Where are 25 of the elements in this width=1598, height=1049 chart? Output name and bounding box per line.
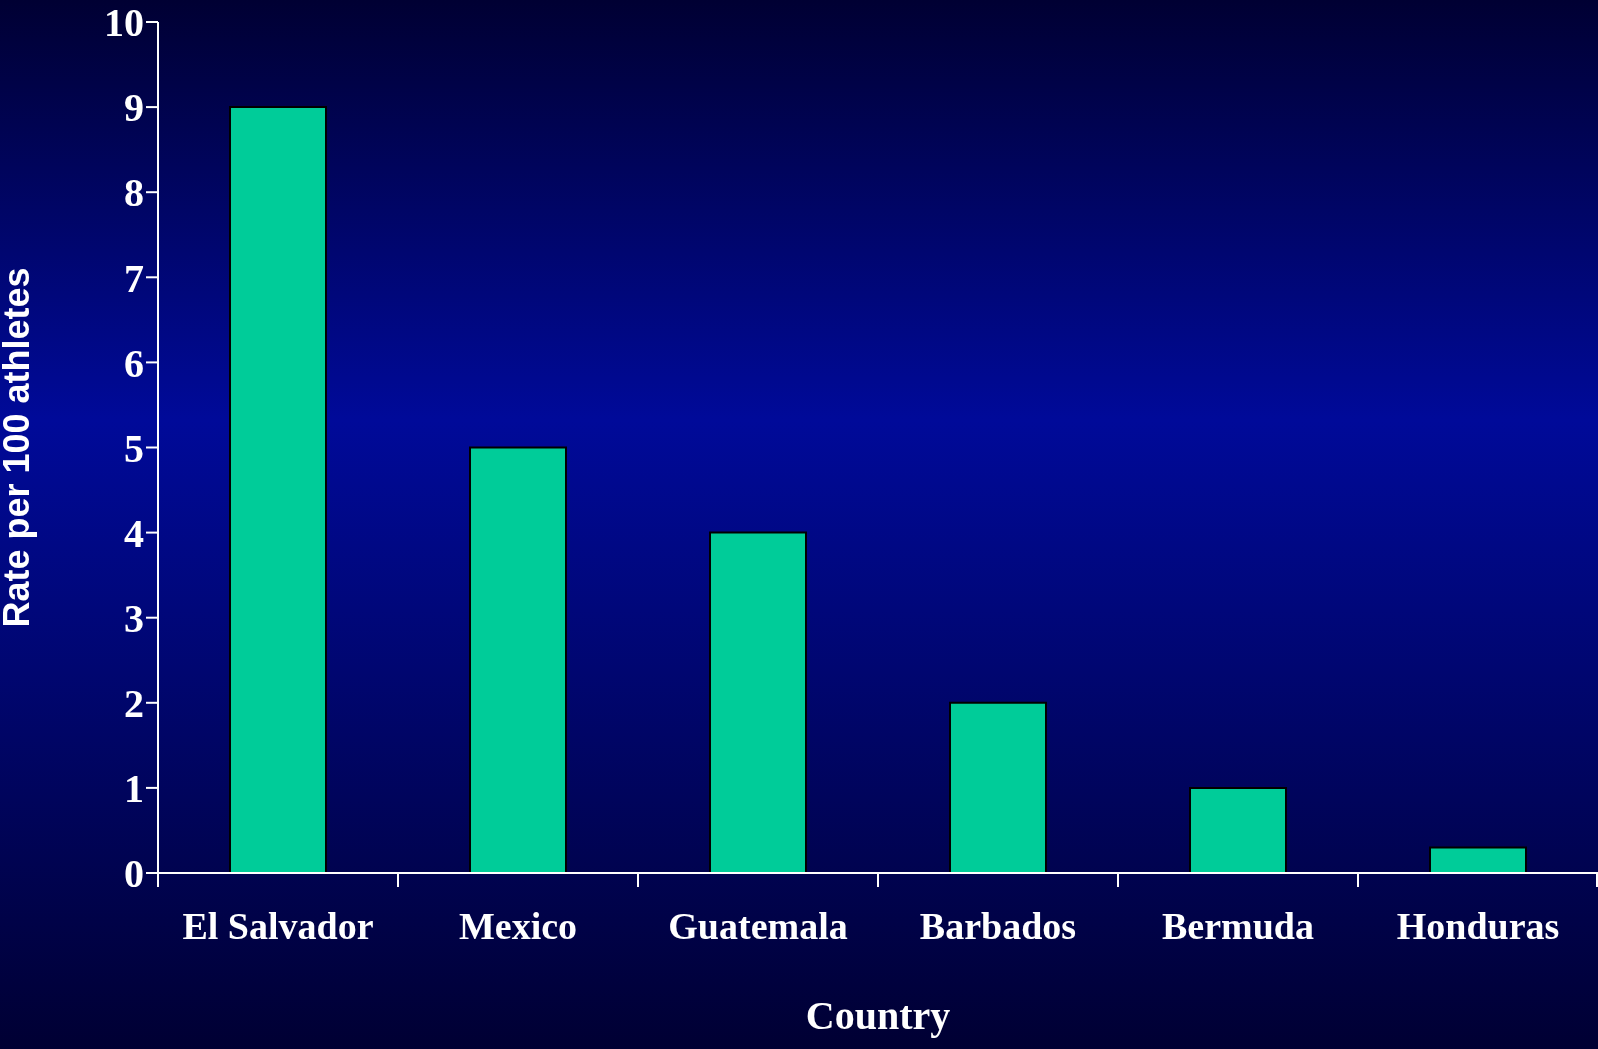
y-tick-label: 1 <box>124 766 144 812</box>
x-tick-label: Guatemala <box>668 905 848 947</box>
y-tick-label: 8 <box>124 170 144 216</box>
y-tick-label: 0 <box>124 851 144 897</box>
y-tick-label: 2 <box>124 681 144 726</box>
bar <box>229 106 327 873</box>
bar <box>949 701 1047 873</box>
bar <box>709 531 807 873</box>
bar <box>1429 846 1527 873</box>
y-tick-label: 9 <box>124 85 144 131</box>
x-tick-label: Bermuda <box>1162 905 1314 947</box>
x-axis-title: Country <box>805 993 951 1038</box>
x-tick-label: Barbados <box>919 905 1077 947</box>
y-tick-label: 10 <box>104 0 144 46</box>
x-tick-label: Honduras <box>1396 905 1560 947</box>
y-tick-label: 7 <box>124 255 144 301</box>
bar <box>469 446 567 873</box>
y-tick-label: 4 <box>124 510 144 556</box>
x-tick-label: El Salvador <box>182 905 374 947</box>
y-tick-label: 6 <box>124 340 144 386</box>
x-tick-label: Mexico <box>458 905 578 947</box>
y-axis-title: Rate per 100 athletes <box>0 267 37 628</box>
bar <box>1189 786 1287 873</box>
y-tick-label: 3 <box>124 595 144 641</box>
y-tick-label: 5 <box>124 425 144 471</box>
